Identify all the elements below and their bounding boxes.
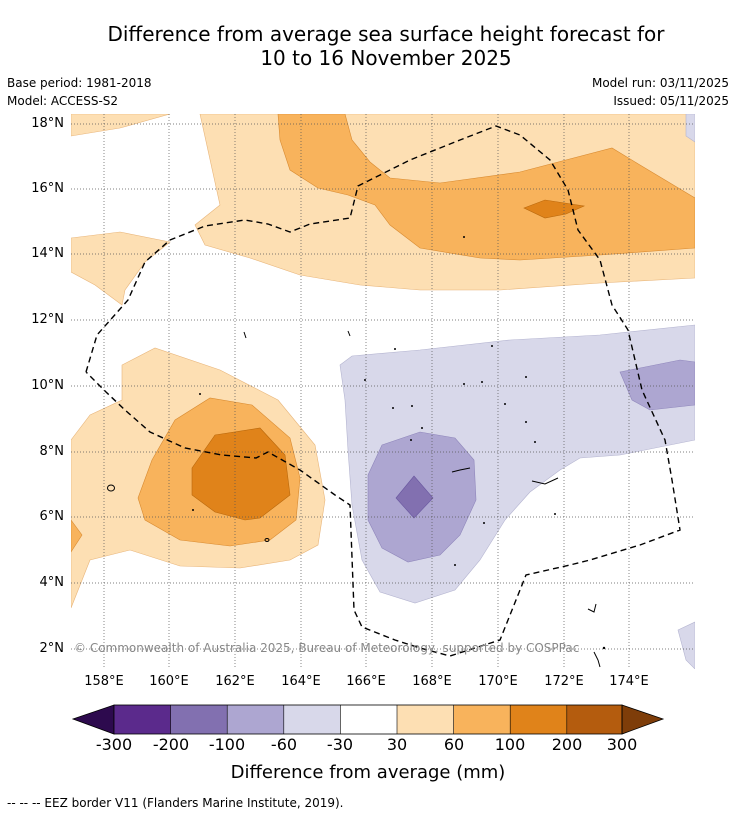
lat-label-4n: 4°N xyxy=(39,575,65,590)
colorbar-bin-9 xyxy=(566,705,622,734)
lat-label-18n: 18°N xyxy=(31,116,64,131)
colorbar-label-n300: -300 xyxy=(95,735,133,754)
colorbar-bin-8 xyxy=(510,705,567,734)
colorbar xyxy=(71,704,665,735)
copyright-notice: © Commonwealth of Australia 2025, Bureau… xyxy=(74,641,580,655)
map-title: Difference from average sea surface heig… xyxy=(40,22,732,70)
colorbar-bin-5 xyxy=(340,705,397,734)
colorbar-bin-1 xyxy=(114,705,171,734)
colorbar-bin-7 xyxy=(453,705,511,734)
colorbar-bin-2 xyxy=(170,705,228,734)
lon-label-166e: 166°E xyxy=(346,674,386,689)
colorbar-dividers xyxy=(170,705,568,734)
colorbar-label-300: 300 xyxy=(606,735,638,754)
contour-neg-southeast-edge xyxy=(677,621,695,669)
colorbar-extend-low xyxy=(71,704,115,735)
lon-label-168e: 168°E xyxy=(412,674,452,689)
lat-label-6n: 6°N xyxy=(39,509,65,524)
meta-right: Model run: 03/11/2025 Issued: 05/11/2025 xyxy=(592,74,729,110)
colorbar-bin-6 xyxy=(397,705,454,734)
colorbar-label-30: 30 xyxy=(386,735,408,754)
base-period: Base period: 1981-2018 xyxy=(7,76,152,90)
lon-label-164e: 164°E xyxy=(281,674,321,689)
model-run: Model run: 03/11/2025 xyxy=(591,76,729,90)
map-area xyxy=(71,114,695,669)
colorbar-label-n200: -200 xyxy=(152,735,190,754)
island-outlines xyxy=(107,330,601,668)
contour-pos-west-30-60 xyxy=(71,231,171,306)
title-line-1: Difference from average sea surface heig… xyxy=(107,22,665,46)
colorbar-title: Difference from average (mm) xyxy=(230,762,506,783)
colorbar-bin-4 xyxy=(283,705,341,734)
title-line-2: 10 to 16 November 2025 xyxy=(260,46,512,70)
eez-footnote: -- -- -- EEZ border V11 (Flanders Marine… xyxy=(7,796,344,810)
lon-label-172e: 172°E xyxy=(544,674,584,689)
contour-neg-east-60-100 xyxy=(619,359,695,411)
colorbar-label-n100: -100 xyxy=(208,735,246,754)
lon-label-162e: 162°E xyxy=(215,674,255,689)
contour-pos-north-100-200 xyxy=(523,199,586,219)
issued-date: Issued: 05/11/2025 xyxy=(613,94,729,108)
colorbar-label-200: 200 xyxy=(551,735,583,754)
lon-label-160e: 160°E xyxy=(149,674,189,689)
colorbar-label-100: 100 xyxy=(494,735,526,754)
island-dots xyxy=(192,236,606,650)
contour-neg-northeast-edge xyxy=(685,114,695,143)
lat-label-12n: 12°N xyxy=(31,312,64,327)
contour-pos-north-60-100 xyxy=(277,114,695,261)
colorbar-label-n60: -60 xyxy=(270,735,298,754)
contour-pos-southwest-100-200 xyxy=(191,427,291,521)
lat-label-8n: 8°N xyxy=(39,444,65,459)
colorbar-extend-high xyxy=(621,704,665,735)
lat-label-16n: 16°N xyxy=(31,181,64,196)
colorbar-bin-3 xyxy=(227,705,284,734)
graticule xyxy=(71,114,695,669)
contour-pos-northwest-30-60 xyxy=(71,114,171,137)
lon-label-174e: 174°E xyxy=(609,674,649,689)
lon-label-170e: 170°E xyxy=(478,674,518,689)
eez-border xyxy=(85,125,681,657)
colorbar-label-n30: -30 xyxy=(326,735,354,754)
meta-left: Base period: 1981-2018 Model: ACCESS-S2 xyxy=(7,74,152,110)
lat-label-2n: 2°N xyxy=(39,641,65,656)
colorbar-frame xyxy=(113,704,623,735)
colorbar-label-60: 60 xyxy=(443,735,465,754)
lon-label-158e: 158°E xyxy=(84,674,124,689)
lat-label-10n: 10°N xyxy=(31,378,64,393)
model-name: Model: ACCESS-S2 xyxy=(7,94,119,108)
contour-pos-west-edge xyxy=(71,519,83,553)
lat-label-14n: 14°N xyxy=(31,246,64,261)
contour-neg-central-100-200 xyxy=(395,475,434,519)
